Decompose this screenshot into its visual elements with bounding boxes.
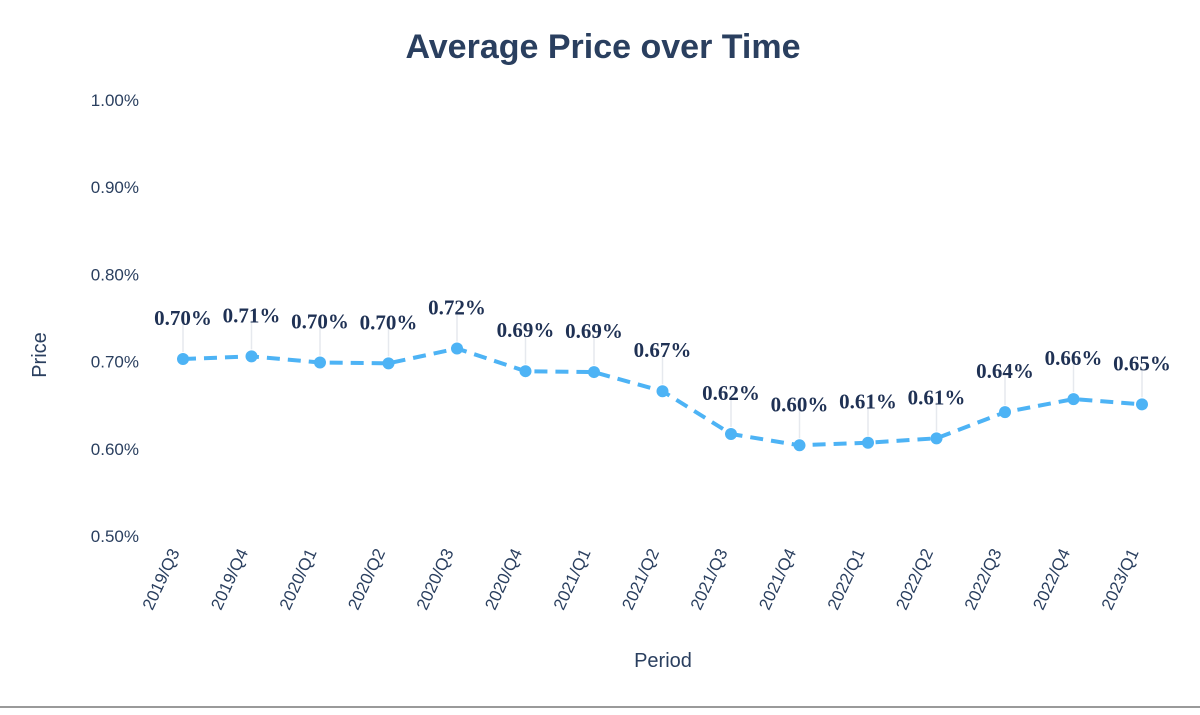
y-tick-label: 0.90% (91, 178, 139, 197)
data-point (382, 357, 395, 370)
x-tick-label: 2022/Q3 (961, 546, 1006, 613)
data-label: 0.71% (223, 303, 281, 327)
x-tick-label: 2023/Q1 (1098, 546, 1143, 613)
y-tick-label: 0.80% (91, 265, 139, 284)
data-point (930, 432, 943, 445)
data-point (793, 439, 806, 452)
data-label: 0.67% (634, 338, 692, 362)
data-point (862, 436, 874, 449)
data-label: 0.70% (360, 310, 418, 334)
data-label: 0.66% (1045, 346, 1103, 370)
data-point (1136, 398, 1148, 411)
y-tick-label: 0.70% (91, 353, 139, 372)
data-label: 0.70% (291, 309, 349, 333)
x-tick-label: 2020/Q2 (344, 546, 389, 613)
data-label: 0.72% (428, 296, 486, 320)
x-tick-label: 2022/Q4 (1029, 546, 1074, 613)
label-leader-lines (182, 312, 1143, 439)
data-label: 0.64% (976, 359, 1034, 383)
x-tick-label: 2022/Q2 (892, 546, 937, 613)
x-axis-title: Period (634, 650, 692, 672)
x-tick-label: 2019/Q4 (207, 546, 252, 613)
data-point (451, 342, 463, 355)
data-label: 0.69% (565, 319, 623, 343)
data-point (1067, 393, 1080, 406)
data-label: 0.62% (702, 381, 760, 405)
data-label: 0.65% (1113, 351, 1171, 375)
data-label: 0.70% (154, 306, 212, 330)
y-axis-title: Price (29, 332, 51, 378)
x-axis-ticks: 2019/Q3 2019/Q4 2020/Q1 2020/Q2 2020/Q3 2020/… (139, 546, 1143, 613)
chart-title: Average Price over Time (405, 28, 800, 66)
data-point (314, 356, 326, 369)
x-tick-label: 2020/Q3 (413, 546, 458, 613)
x-tick-label: 2021/Q4 (755, 546, 800, 613)
x-tick-label: 2019/Q3 (139, 546, 184, 613)
x-tick-label: 2022/Q1 (824, 546, 869, 613)
data-point (999, 406, 1011, 419)
bottom-divider (0, 706, 1200, 708)
data-point (588, 366, 600, 379)
y-tick-label: 0.50% (91, 527, 139, 546)
data-point (656, 385, 669, 398)
data-point (245, 350, 258, 363)
x-tick-label: 2020/Q1 (276, 546, 321, 613)
data-labels: 0.70% 0.71% 0.70% 0.70% 0.72% 0.69% 0.69% 0.67%… (154, 296, 1171, 417)
y-tick-label: 1.00% (91, 91, 139, 110)
x-tick-label: 2021/Q1 (550, 546, 595, 613)
data-label: 0.69% (497, 318, 555, 342)
data-point (519, 365, 532, 378)
data-points (177, 342, 1148, 452)
data-label: 0.60% (771, 392, 829, 416)
data-point (725, 427, 737, 440)
x-tick-label: 2021/Q2 (618, 546, 663, 613)
x-tick-label: 2021/Q3 (687, 546, 732, 613)
x-tick-label: 2020/Q4 (481, 546, 526, 613)
data-point (177, 352, 189, 365)
y-tick-label: 0.60% (91, 440, 139, 459)
data-label: 0.61% (839, 390, 897, 414)
y-axis-ticks: 0.50% 0.60% 0.70% 0.80% 0.90% 1.00% (91, 91, 139, 546)
data-label: 0.61% (908, 385, 966, 409)
